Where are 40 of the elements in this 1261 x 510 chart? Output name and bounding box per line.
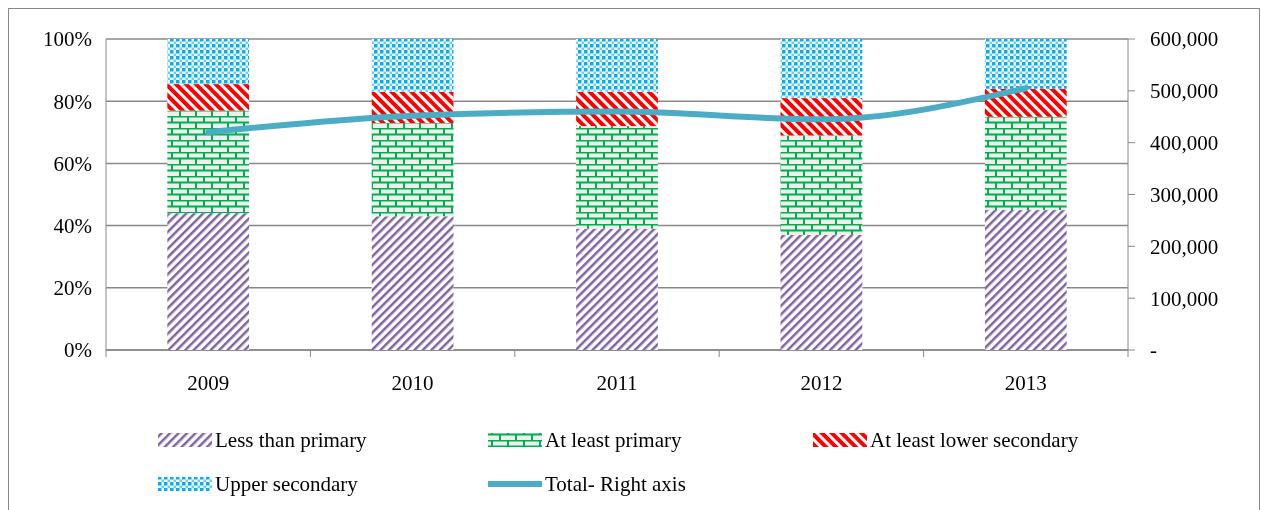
legend-label: At least lower secondary: [870, 428, 1079, 453]
y2-tick-label: 300,000: [1150, 182, 1219, 207]
bar: [167, 84, 250, 111]
bar: [984, 116, 1067, 211]
bar: [576, 39, 658, 92]
bar: [371, 122, 454, 217]
y-tick-label: 20%: [53, 276, 92, 301]
x-tick-label: 2010: [391, 371, 434, 395]
y2-tick-label: 200,000: [1150, 234, 1219, 259]
bar: [167, 110, 250, 214]
legend-label: At least primary: [545, 428, 682, 453]
x-tick-label: 2009: [187, 371, 230, 395]
y2-tick-label: -: [1150, 338, 1157, 363]
bar: [984, 210, 1067, 350]
y2-tick-label: 100,000: [1150, 286, 1219, 311]
bar: [576, 228, 658, 350]
legend-label: Upper secondary: [215, 472, 359, 497]
bar: [371, 216, 454, 350]
y-tick-label: 40%: [53, 213, 92, 238]
y-tick-label: 60%: [53, 151, 92, 176]
y-tick-label: 100%: [43, 27, 92, 52]
x-tick-label: 2011: [596, 371, 638, 395]
bar: [780, 39, 863, 99]
y-tick-label: 80%: [53, 89, 92, 114]
bar: [371, 39, 454, 92]
bar: [780, 135, 863, 235]
legend-label: Less than primary: [215, 428, 368, 453]
y-tick-label: 0%: [64, 338, 92, 363]
y2-tick-label: 600,000: [1150, 27, 1219, 52]
y2-tick-label: 500,000: [1150, 79, 1219, 104]
y2-tick-label: 400,000: [1150, 131, 1219, 156]
bar: [984, 88, 1067, 117]
x-tick-label: 2013: [1004, 371, 1047, 395]
bar: [984, 39, 1067, 89]
bar: [167, 213, 250, 350]
bar: [167, 39, 250, 85]
x-tick-label: 2012: [800, 371, 843, 395]
bar: [780, 234, 863, 350]
legend-label: Total- Right axis: [545, 472, 686, 497]
bar: [576, 126, 658, 229]
